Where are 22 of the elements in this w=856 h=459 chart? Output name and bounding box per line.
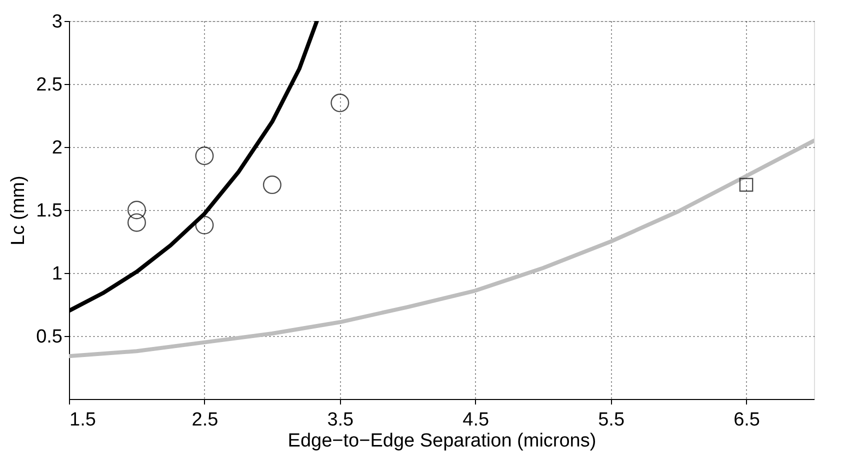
x-tick-label: 6.5 bbox=[734, 410, 760, 430]
point bbox=[195, 216, 214, 234]
point bbox=[330, 94, 350, 112]
point bbox=[739, 178, 754, 192]
point bbox=[127, 200, 146, 220]
x-tick-label: 3.5 bbox=[327, 410, 354, 430]
x-tick-label: 2.5 bbox=[192, 410, 218, 430]
point bbox=[195, 146, 214, 166]
line-series bbox=[69, 138, 814, 358]
y-tick-label: 1.5 bbox=[36, 200, 62, 222]
x-tick-label: 4.5 bbox=[462, 410, 490, 430]
y-tick-label: 0.5 bbox=[36, 326, 62, 348]
x-axis-title: Edge−to−Edge Separation (microns) bbox=[288, 430, 596, 452]
x-tick-label: 1.5 bbox=[70, 410, 96, 430]
point bbox=[262, 176, 282, 194]
x-tick-label: 5.5 bbox=[598, 410, 625, 430]
y-axis-title: Lc (mm) bbox=[8, 176, 30, 246]
y-tick-label: 2 bbox=[52, 138, 62, 158]
y-tick-label: 1 bbox=[52, 264, 62, 284]
point bbox=[127, 213, 146, 232]
y-tick-label: 2.5 bbox=[36, 74, 62, 96]
y-tick-label: 3 bbox=[52, 12, 62, 32]
